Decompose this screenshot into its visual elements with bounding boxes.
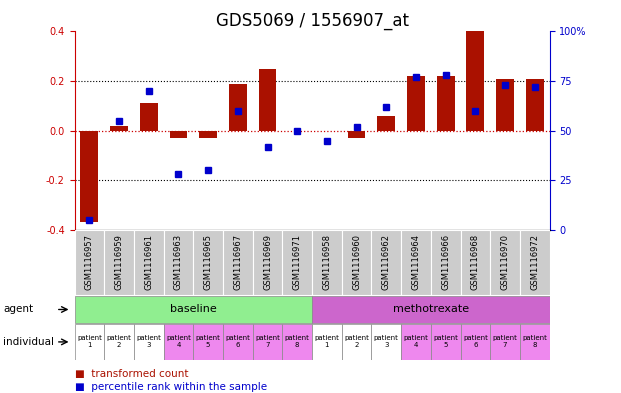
Bar [199, 130, 217, 138]
FancyBboxPatch shape [342, 324, 371, 360]
Bar [140, 103, 158, 130]
FancyBboxPatch shape [75, 296, 312, 323]
Text: patient
2: patient 2 [344, 335, 369, 349]
Text: GSM1116958: GSM1116958 [322, 234, 332, 290]
Text: patient
7: patient 7 [255, 335, 280, 349]
Bar [348, 130, 366, 138]
Bar [258, 69, 276, 130]
Text: GSM1116962: GSM1116962 [382, 234, 391, 290]
Text: agent: agent [3, 305, 34, 314]
Text: GSM1116965: GSM1116965 [204, 234, 212, 290]
Text: methotrexate: methotrexate [392, 305, 469, 314]
FancyBboxPatch shape [461, 230, 490, 295]
FancyBboxPatch shape [520, 230, 550, 295]
Bar [378, 116, 395, 130]
Bar [229, 84, 247, 130]
Text: ■  percentile rank within the sample: ■ percentile rank within the sample [75, 382, 266, 392]
Text: patient
1: patient 1 [77, 335, 102, 349]
FancyBboxPatch shape [490, 324, 520, 360]
Text: GSM1116967: GSM1116967 [233, 234, 242, 290]
FancyBboxPatch shape [75, 324, 104, 360]
Title: GDS5069 / 1556907_at: GDS5069 / 1556907_at [215, 12, 409, 30]
Text: patient
3: patient 3 [137, 335, 161, 349]
Text: patient
1: patient 1 [314, 335, 339, 349]
Bar [526, 79, 543, 130]
Bar [437, 76, 455, 130]
FancyBboxPatch shape [163, 324, 193, 360]
FancyBboxPatch shape [342, 230, 371, 295]
Text: ■  transformed count: ■ transformed count [75, 369, 188, 379]
Text: patient
5: patient 5 [433, 335, 458, 349]
Text: patient
4: patient 4 [166, 335, 191, 349]
Text: GSM1116966: GSM1116966 [441, 234, 450, 290]
Text: GSM1116972: GSM1116972 [530, 234, 539, 290]
FancyBboxPatch shape [223, 230, 253, 295]
FancyBboxPatch shape [461, 324, 490, 360]
FancyBboxPatch shape [312, 324, 342, 360]
FancyBboxPatch shape [104, 324, 134, 360]
FancyBboxPatch shape [431, 230, 461, 295]
Text: GSM1116957: GSM1116957 [85, 234, 94, 290]
Text: individual: individual [3, 337, 54, 347]
FancyBboxPatch shape [104, 230, 134, 295]
Text: GSM1116968: GSM1116968 [471, 234, 480, 290]
FancyBboxPatch shape [193, 324, 223, 360]
Text: patient
7: patient 7 [492, 335, 517, 349]
Text: GSM1116971: GSM1116971 [292, 234, 302, 290]
Bar [170, 130, 188, 138]
FancyBboxPatch shape [490, 230, 520, 295]
Text: patient
8: patient 8 [285, 335, 310, 349]
Bar [81, 130, 98, 222]
FancyBboxPatch shape [253, 324, 283, 360]
Text: patient
4: patient 4 [404, 335, 428, 349]
Text: patient
6: patient 6 [225, 335, 250, 349]
FancyBboxPatch shape [75, 230, 104, 295]
FancyBboxPatch shape [401, 230, 431, 295]
Text: GSM1116959: GSM1116959 [114, 234, 124, 290]
Text: GSM1116964: GSM1116964 [412, 234, 420, 290]
FancyBboxPatch shape [134, 324, 163, 360]
FancyBboxPatch shape [283, 324, 312, 360]
Bar [407, 76, 425, 130]
Text: GSM1116960: GSM1116960 [352, 234, 361, 290]
FancyBboxPatch shape [283, 230, 312, 295]
FancyBboxPatch shape [371, 324, 401, 360]
Text: baseline: baseline [170, 305, 217, 314]
Text: patient
8: patient 8 [522, 335, 547, 349]
FancyBboxPatch shape [134, 230, 163, 295]
FancyBboxPatch shape [193, 230, 223, 295]
Text: GSM1116961: GSM1116961 [144, 234, 153, 290]
FancyBboxPatch shape [253, 230, 283, 295]
FancyBboxPatch shape [401, 324, 431, 360]
Text: patient
2: patient 2 [107, 335, 132, 349]
FancyBboxPatch shape [371, 230, 401, 295]
Text: patient
3: patient 3 [374, 335, 399, 349]
Bar [466, 31, 484, 130]
Text: patient
6: patient 6 [463, 335, 487, 349]
FancyBboxPatch shape [312, 296, 550, 323]
FancyBboxPatch shape [431, 324, 461, 360]
FancyBboxPatch shape [312, 230, 342, 295]
Bar [110, 126, 128, 130]
Bar [496, 79, 514, 130]
FancyBboxPatch shape [163, 230, 193, 295]
Text: GSM1116963: GSM1116963 [174, 234, 183, 290]
Text: GSM1116969: GSM1116969 [263, 234, 272, 290]
FancyBboxPatch shape [223, 324, 253, 360]
Text: GSM1116970: GSM1116970 [501, 234, 510, 290]
FancyBboxPatch shape [520, 324, 550, 360]
Text: patient
5: patient 5 [196, 335, 220, 349]
